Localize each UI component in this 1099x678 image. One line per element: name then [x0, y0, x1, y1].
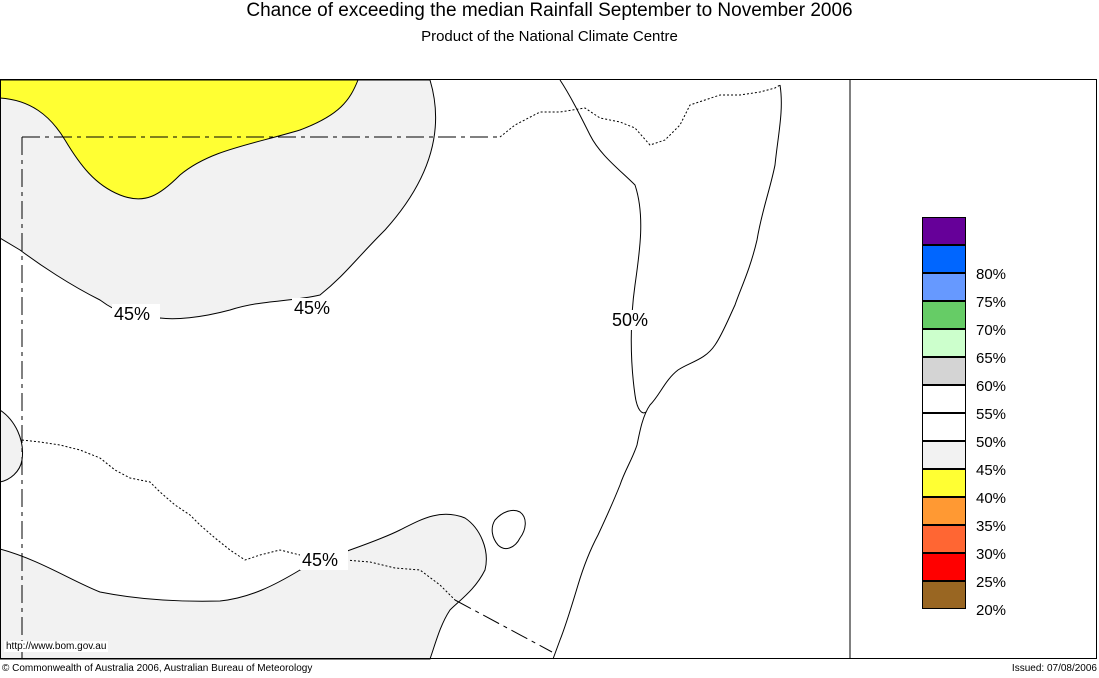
region-35-40	[0, 79, 359, 200]
legend-label: 70%	[976, 322, 1007, 339]
legend-swatch	[922, 217, 966, 245]
legend-label: 20%	[976, 602, 1007, 619]
bom-url: http://www.bom.gov.au	[4, 641, 109, 652]
legend-swatch	[922, 357, 966, 385]
contour-50	[559, 79, 647, 414]
legend-label: 30%	[976, 546, 1007, 563]
legend-swatch	[922, 245, 966, 273]
vic-border	[21, 439, 456, 601]
map-title: Chance of exceeding the median Rainfall …	[246, 0, 853, 21]
legend-label: 60%	[976, 378, 1007, 395]
legend-label: 45%	[976, 462, 1007, 479]
legend-swatch	[922, 301, 966, 329]
legend-label: 40%	[976, 490, 1007, 507]
coastline-east	[552, 84, 782, 660]
island	[491, 509, 526, 549]
legend-swatch	[922, 329, 966, 357]
state-border-south	[454, 599, 553, 653]
legend-swatch	[922, 469, 966, 497]
contour-label-45-west: 45%	[114, 304, 150, 324]
legend-label: 25%	[976, 574, 1007, 591]
legend-swatch	[922, 497, 966, 525]
legend-swatch	[922, 553, 966, 581]
legend-label: 55%	[976, 406, 1007, 423]
legend-swatch	[922, 413, 966, 441]
legend-swatch	[922, 581, 966, 609]
map-subtitle: Product of the National Climate Centre	[421, 28, 678, 45]
legend-swatch	[922, 273, 966, 301]
map-frame	[0, 79, 1097, 659]
qld-border	[499, 84, 781, 146]
legend-label: 75%	[976, 294, 1007, 311]
legend-swatch	[922, 385, 966, 413]
legend-label: 50%	[976, 434, 1007, 451]
legend-swatch	[922, 441, 966, 469]
contour-labels: 45% 45% 50% 45%	[112, 298, 658, 570]
legend-label: 35%	[976, 518, 1007, 535]
copyright-text: © Commonwealth of Australia 2006, Austra…	[2, 663, 313, 674]
legend-swatch	[922, 525, 966, 553]
contour-label-45-north: 45%	[294, 298, 330, 318]
contour-label-45-south: 45%	[302, 550, 338, 570]
issued-date: Issued: 07/08/2006	[1011, 663, 1097, 674]
legend-label: 80%	[976, 266, 1007, 283]
region-40-45-south	[0, 513, 487, 660]
contour-label-50: 50%	[612, 310, 648, 330]
legend-label: 65%	[976, 350, 1007, 367]
